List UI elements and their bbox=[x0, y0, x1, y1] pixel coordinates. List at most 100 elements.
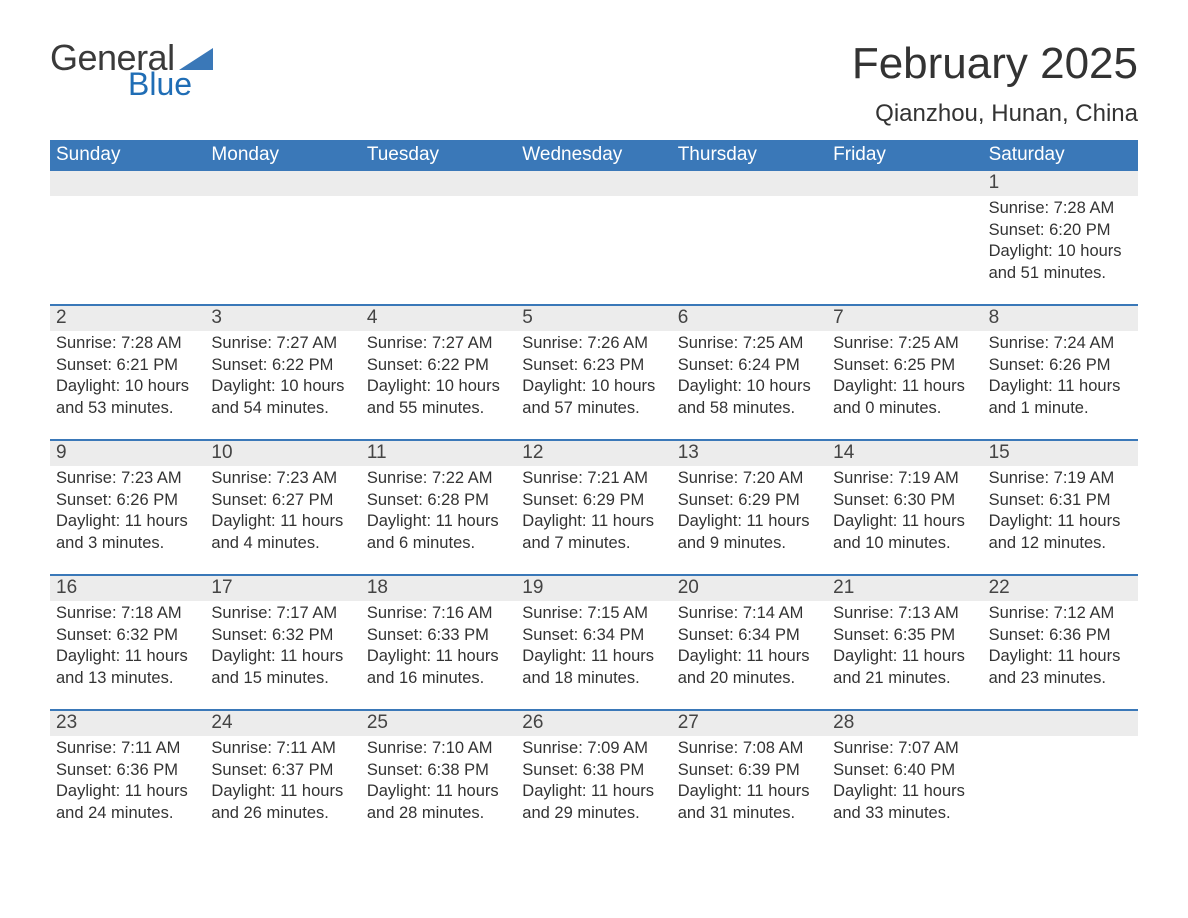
day-content-cell: Sunrise: 7:21 AMSunset: 6:29 PMDaylight:… bbox=[516, 466, 671, 574]
day-content-row: Sunrise: 7:28 AMSunset: 6:21 PMDaylight:… bbox=[50, 331, 1138, 439]
day-number-row: 9101112131415 bbox=[50, 441, 1138, 466]
day-sunset-text: Sunset: 6:29 PM bbox=[522, 490, 665, 511]
day-sunrise-text: Sunrise: 7:11 AM bbox=[211, 738, 354, 759]
day-daylight2-text: and 13 minutes. bbox=[56, 668, 199, 689]
weekday-header-cell: Monday bbox=[205, 140, 360, 171]
day-content-cell: Sunrise: 7:11 AMSunset: 6:36 PMDaylight:… bbox=[50, 736, 205, 844]
day-daylight2-text: and 1 minute. bbox=[989, 398, 1132, 419]
day-content-cell bbox=[361, 196, 516, 304]
day-content-cell: Sunrise: 7:10 AMSunset: 6:38 PMDaylight:… bbox=[361, 736, 516, 844]
day-daylight1-text: Daylight: 11 hours bbox=[211, 781, 354, 802]
day-daylight1-text: Daylight: 11 hours bbox=[56, 646, 199, 667]
day-number-cell: 14 bbox=[827, 441, 982, 466]
day-daylight1-text: Daylight: 10 hours bbox=[56, 376, 199, 397]
day-content-cell: Sunrise: 7:14 AMSunset: 6:34 PMDaylight:… bbox=[672, 601, 827, 709]
day-daylight1-text: Daylight: 10 hours bbox=[678, 376, 821, 397]
day-number-cell: 20 bbox=[672, 576, 827, 601]
day-number-cell: 12 bbox=[516, 441, 671, 466]
day-daylight2-text: and 24 minutes. bbox=[56, 803, 199, 824]
day-content-cell: Sunrise: 7:23 AMSunset: 6:26 PMDaylight:… bbox=[50, 466, 205, 574]
day-sunrise-text: Sunrise: 7:23 AM bbox=[211, 468, 354, 489]
day-content-cell: Sunrise: 7:20 AMSunset: 6:29 PMDaylight:… bbox=[672, 466, 827, 574]
day-sunset-text: Sunset: 6:21 PM bbox=[56, 355, 199, 376]
day-daylight2-text: and 4 minutes. bbox=[211, 533, 354, 554]
day-content-row: Sunrise: 7:11 AMSunset: 6:36 PMDaylight:… bbox=[50, 736, 1138, 844]
day-number-cell bbox=[672, 171, 827, 196]
day-sunset-text: Sunset: 6:29 PM bbox=[678, 490, 821, 511]
day-sunrise-text: Sunrise: 7:27 AM bbox=[367, 333, 510, 354]
day-content-cell: Sunrise: 7:27 AMSunset: 6:22 PMDaylight:… bbox=[205, 331, 360, 439]
day-content-row: Sunrise: 7:28 AMSunset: 6:20 PMDaylight:… bbox=[50, 196, 1138, 304]
day-daylight2-text: and 6 minutes. bbox=[367, 533, 510, 554]
day-number-row: 16171819202122 bbox=[50, 576, 1138, 601]
day-sunset-text: Sunset: 6:24 PM bbox=[678, 355, 821, 376]
day-sunrise-text: Sunrise: 7:14 AM bbox=[678, 603, 821, 624]
day-number-cell bbox=[516, 171, 671, 196]
day-sunset-text: Sunset: 6:35 PM bbox=[833, 625, 976, 646]
day-sunset-text: Sunset: 6:22 PM bbox=[211, 355, 354, 376]
day-daylight1-text: Daylight: 11 hours bbox=[989, 511, 1132, 532]
day-daylight2-text: and 29 minutes. bbox=[522, 803, 665, 824]
day-sunrise-text: Sunrise: 7:18 AM bbox=[56, 603, 199, 624]
day-number-cell: 1 bbox=[983, 171, 1138, 196]
day-content-cell bbox=[672, 196, 827, 304]
day-daylight1-text: Daylight: 10 hours bbox=[522, 376, 665, 397]
weekday-header-cell: Friday bbox=[827, 140, 982, 171]
day-number-cell bbox=[361, 171, 516, 196]
day-content-cell: Sunrise: 7:08 AMSunset: 6:39 PMDaylight:… bbox=[672, 736, 827, 844]
day-content-cell: Sunrise: 7:25 AMSunset: 6:25 PMDaylight:… bbox=[827, 331, 982, 439]
day-number-cell: 10 bbox=[205, 441, 360, 466]
day-number-cell bbox=[983, 711, 1138, 736]
day-number-row: 2345678 bbox=[50, 306, 1138, 331]
day-content-cell bbox=[205, 196, 360, 304]
day-daylight1-text: Daylight: 11 hours bbox=[678, 511, 821, 532]
day-sunrise-text: Sunrise: 7:25 AM bbox=[833, 333, 976, 354]
day-content-row: Sunrise: 7:23 AMSunset: 6:26 PMDaylight:… bbox=[50, 466, 1138, 574]
day-number-cell: 27 bbox=[672, 711, 827, 736]
day-sunrise-text: Sunrise: 7:28 AM bbox=[989, 198, 1132, 219]
day-content-cell: Sunrise: 7:11 AMSunset: 6:37 PMDaylight:… bbox=[205, 736, 360, 844]
day-daylight1-text: Daylight: 11 hours bbox=[211, 511, 354, 532]
day-sunrise-text: Sunrise: 7:24 AM bbox=[989, 333, 1132, 354]
day-sunrise-text: Sunrise: 7:08 AM bbox=[678, 738, 821, 759]
weekday-header-cell: Thursday bbox=[672, 140, 827, 171]
day-number-cell bbox=[50, 171, 205, 196]
day-content-row: Sunrise: 7:18 AMSunset: 6:32 PMDaylight:… bbox=[50, 601, 1138, 709]
day-sunset-text: Sunset: 6:38 PM bbox=[522, 760, 665, 781]
day-sunrise-text: Sunrise: 7:26 AM bbox=[522, 333, 665, 354]
day-sunrise-text: Sunrise: 7:27 AM bbox=[211, 333, 354, 354]
calendar-week: 2345678Sunrise: 7:28 AMSunset: 6:21 PMDa… bbox=[50, 304, 1138, 439]
day-sunset-text: Sunset: 6:30 PM bbox=[833, 490, 976, 511]
day-number-cell: 2 bbox=[50, 306, 205, 331]
day-content-cell: Sunrise: 7:07 AMSunset: 6:40 PMDaylight:… bbox=[827, 736, 982, 844]
day-daylight1-text: Daylight: 11 hours bbox=[833, 511, 976, 532]
day-content-cell: Sunrise: 7:18 AMSunset: 6:32 PMDaylight:… bbox=[50, 601, 205, 709]
day-daylight1-text: Daylight: 10 hours bbox=[989, 241, 1132, 262]
day-sunset-text: Sunset: 6:36 PM bbox=[56, 760, 199, 781]
day-content-cell: Sunrise: 7:25 AMSunset: 6:24 PMDaylight:… bbox=[672, 331, 827, 439]
day-content-cell: Sunrise: 7:12 AMSunset: 6:36 PMDaylight:… bbox=[983, 601, 1138, 709]
day-content-cell bbox=[50, 196, 205, 304]
day-number-cell: 7 bbox=[827, 306, 982, 331]
day-content-cell: Sunrise: 7:15 AMSunset: 6:34 PMDaylight:… bbox=[516, 601, 671, 709]
day-number-cell bbox=[205, 171, 360, 196]
day-daylight2-text: and 7 minutes. bbox=[522, 533, 665, 554]
day-sunrise-text: Sunrise: 7:23 AM bbox=[56, 468, 199, 489]
day-content-cell: Sunrise: 7:28 AMSunset: 6:20 PMDaylight:… bbox=[983, 196, 1138, 304]
day-content-cell: Sunrise: 7:17 AMSunset: 6:32 PMDaylight:… bbox=[205, 601, 360, 709]
day-sunset-text: Sunset: 6:32 PM bbox=[211, 625, 354, 646]
day-daylight1-text: Daylight: 11 hours bbox=[989, 376, 1132, 397]
day-sunrise-text: Sunrise: 7:19 AM bbox=[833, 468, 976, 489]
day-sunrise-text: Sunrise: 7:28 AM bbox=[56, 333, 199, 354]
day-number-cell: 9 bbox=[50, 441, 205, 466]
day-daylight1-text: Daylight: 11 hours bbox=[56, 781, 199, 802]
day-sunset-text: Sunset: 6:33 PM bbox=[367, 625, 510, 646]
day-sunrise-text: Sunrise: 7:22 AM bbox=[367, 468, 510, 489]
day-daylight2-text: and 54 minutes. bbox=[211, 398, 354, 419]
page-header: General Blue February 2025 Qianzhou, Hun… bbox=[50, 40, 1138, 128]
day-content-cell: Sunrise: 7:16 AMSunset: 6:33 PMDaylight:… bbox=[361, 601, 516, 709]
day-sunset-text: Sunset: 6:32 PM bbox=[56, 625, 199, 646]
day-number-cell: 28 bbox=[827, 711, 982, 736]
day-sunrise-text: Sunrise: 7:17 AM bbox=[211, 603, 354, 624]
day-number-cell: 26 bbox=[516, 711, 671, 736]
